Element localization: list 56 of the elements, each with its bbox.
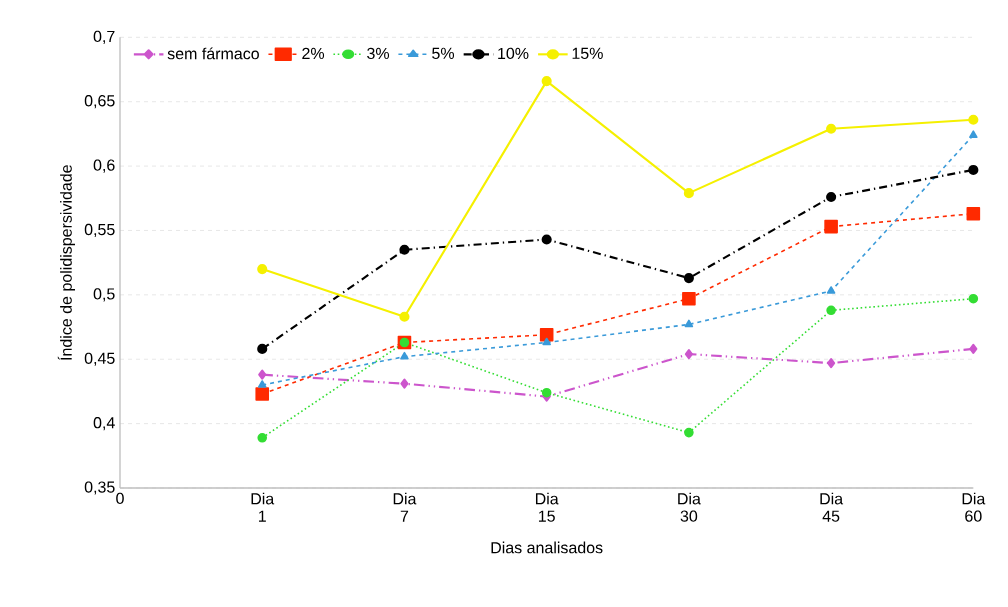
point bbox=[542, 337, 551, 346]
x-tick-label: Dia 15 bbox=[535, 492, 559, 522]
y-tick-label: 0,55 bbox=[84, 224, 115, 238]
legend-label: 10% bbox=[498, 47, 529, 60]
point bbox=[826, 286, 836, 294]
point bbox=[541, 388, 552, 398]
point bbox=[257, 264, 268, 275]
point bbox=[684, 319, 694, 328]
point bbox=[399, 311, 410, 322]
point bbox=[826, 192, 837, 203]
y-tick-label: 0,7 bbox=[93, 30, 115, 45]
point bbox=[826, 123, 837, 134]
point bbox=[539, 328, 554, 342]
point bbox=[969, 130, 978, 139]
legend-label: sem fármaco bbox=[167, 47, 259, 60]
point bbox=[683, 273, 694, 284]
y-tick-label: 0,65 bbox=[84, 95, 115, 109]
x-tick-label: Dia 1 bbox=[251, 492, 275, 522]
legend-label: 5% bbox=[432, 47, 455, 60]
x-tick-label: Dia 45 bbox=[820, 492, 844, 522]
legend-label: 2% bbox=[302, 47, 325, 60]
y-axis-title: Índice de polidispersividade bbox=[57, 165, 75, 361]
y-tick-label: 0,6 bbox=[93, 159, 115, 173]
y-tick-label: 0,5 bbox=[93, 288, 115, 302]
point bbox=[969, 344, 978, 355]
y-tick-label: 0,4 bbox=[93, 417, 115, 431]
x-tick-label: Dia 30 bbox=[678, 492, 701, 522]
point bbox=[684, 428, 694, 438]
point bbox=[255, 387, 270, 401]
point bbox=[968, 114, 979, 125]
point bbox=[258, 369, 267, 380]
legend-label: 15% bbox=[572, 47, 603, 60]
point bbox=[684, 349, 693, 360]
point bbox=[257, 344, 268, 355]
point bbox=[683, 188, 694, 199]
point bbox=[400, 378, 409, 389]
point bbox=[400, 352, 409, 360]
x-tick-label: 0 bbox=[116, 492, 124, 505]
point bbox=[257, 380, 267, 388]
point bbox=[541, 234, 552, 245]
point bbox=[682, 292, 696, 306]
point bbox=[968, 165, 979, 176]
point bbox=[541, 76, 552, 87]
point bbox=[968, 294, 979, 304]
point bbox=[824, 219, 838, 234]
point bbox=[826, 305, 836, 316]
point bbox=[966, 207, 981, 221]
x-tick-label: Dia 7 bbox=[393, 492, 417, 522]
point bbox=[257, 433, 268, 443]
x-axis-title: Dias analisados bbox=[491, 541, 603, 554]
point bbox=[827, 358, 836, 369]
legend-label: 3% bbox=[367, 47, 390, 60]
y-tick-label: 0,45 bbox=[84, 352, 115, 367]
y-tick-label: 0,35 bbox=[84, 481, 115, 495]
x-tick-label: Dia 60 bbox=[962, 492, 986, 522]
point bbox=[399, 244, 410, 256]
